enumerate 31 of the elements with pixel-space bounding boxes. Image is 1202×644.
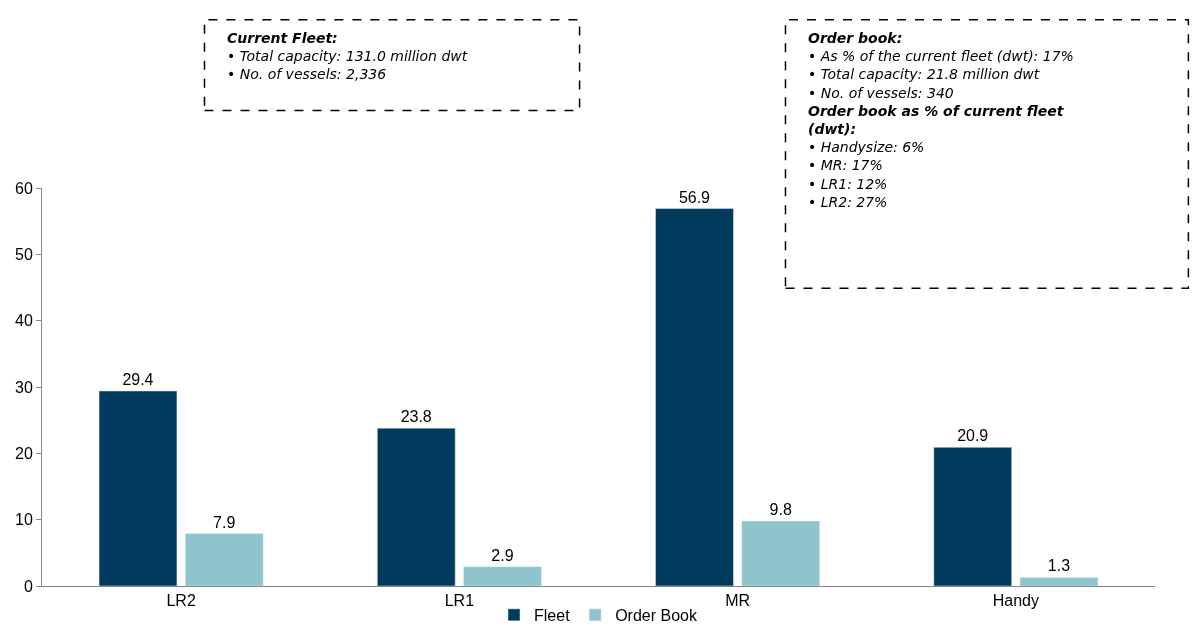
bar — [655, 208, 734, 586]
bar — [377, 427, 456, 586]
data-label: 23.8 — [400, 408, 432, 426]
data-label: 56.9 — [678, 188, 711, 206]
x-tick-label: Handy — [992, 592, 1040, 610]
bar — [1019, 577, 1099, 586]
y-tick-label: 0 — [23, 577, 33, 595]
y-tick-label: 40 — [15, 312, 33, 330]
legend-label: Fleet — [534, 607, 571, 625]
y-tick-label: 50 — [15, 245, 33, 263]
x-tick-label: MR — [725, 592, 751, 610]
y-tick-label: 10 — [15, 511, 33, 529]
text: Current Fleet: • Total capacity: 131.0 million dwt • No. of vessels: 2,336 — [227, 30, 468, 83]
x-tick-label: LR2 — [166, 592, 196, 610]
data-label: 20.9 — [957, 427, 989, 445]
data-label: 29.4 — [122, 370, 154, 388]
y-tick-label: 60 — [15, 179, 33, 197]
text: Order book: • As % of the current fleet (dwt): 17% • Total capacity: 21.8 million dwt • No. of vessels: 340 Order book as % of current fleet (dwt): • Handysize: 6% • MR: 17% • LR1: 12% • LR2: 27% — [808, 30, 1074, 210]
bar — [463, 566, 542, 586]
y-tick-label: 30 — [15, 378, 33, 396]
bar — [741, 520, 820, 586]
data-label: 1.3 — [1047, 557, 1071, 575]
x-tick-label: LR1 — [444, 592, 475, 610]
legend-label: Order Book — [615, 607, 698, 625]
data-label: 9.8 — [769, 500, 792, 518]
data-label: 2.9 — [491, 546, 514, 564]
data-label: 7.9 — [213, 513, 236, 531]
bar — [98, 390, 178, 586]
bar — [185, 533, 264, 586]
y-tick-label: 20 — [15, 444, 33, 462]
bar — [933, 447, 1012, 586]
